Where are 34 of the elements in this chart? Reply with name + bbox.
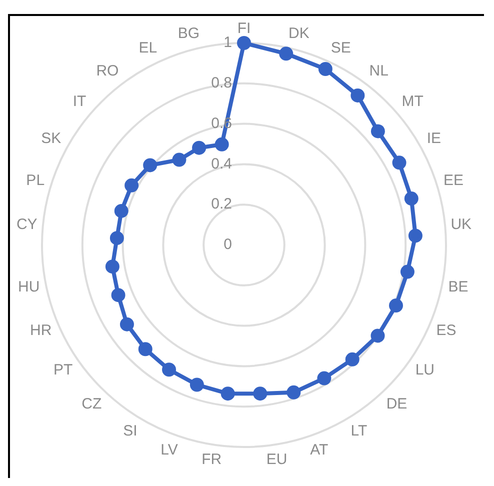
spoke-label: IT [72,93,86,110]
spoke-label: SI [123,422,138,440]
spoke-label: MT [402,93,424,110]
spoke-label: SE [330,39,351,56]
y-tick-label: 0.8 [211,74,232,92]
spoke-label: BG [178,24,200,42]
y-tick-label: 0.4 [211,155,232,172]
spoke-label: PL [26,172,45,189]
spoke-label: FI [237,20,251,38]
spoke-label: AT [310,441,328,458]
y-tick-label: 1 [224,34,232,52]
spoke-label: FR [202,450,222,468]
spoke-label: EE [443,172,464,189]
spoke-label: SK [41,130,62,148]
y-tick-label: 0 [224,236,232,254]
spoke-label: ES [436,322,456,339]
spoke-label: BE [448,278,468,296]
spoke-label: RO [96,62,119,80]
spoke-label: EL [138,39,158,56]
spoke-label: LU [415,361,435,378]
spoke-label: IE [426,130,442,148]
spoke-label: NL [369,62,388,80]
spoke-label: HU [18,278,40,296]
spoke-label: CZ [82,395,102,412]
spoke-label: LV [160,441,178,458]
spoke-label: PT [53,361,73,378]
spoke-label: UK [450,216,472,233]
spoke-label: LT [350,422,368,440]
spoke-label: HR [30,322,52,339]
spoke-label: EU [266,450,288,468]
y-tick-label: 0.2 [211,196,232,213]
spoke-label: CY [16,216,38,233]
spoke-label: DK [288,24,310,42]
spoke-label: DE [386,395,408,412]
